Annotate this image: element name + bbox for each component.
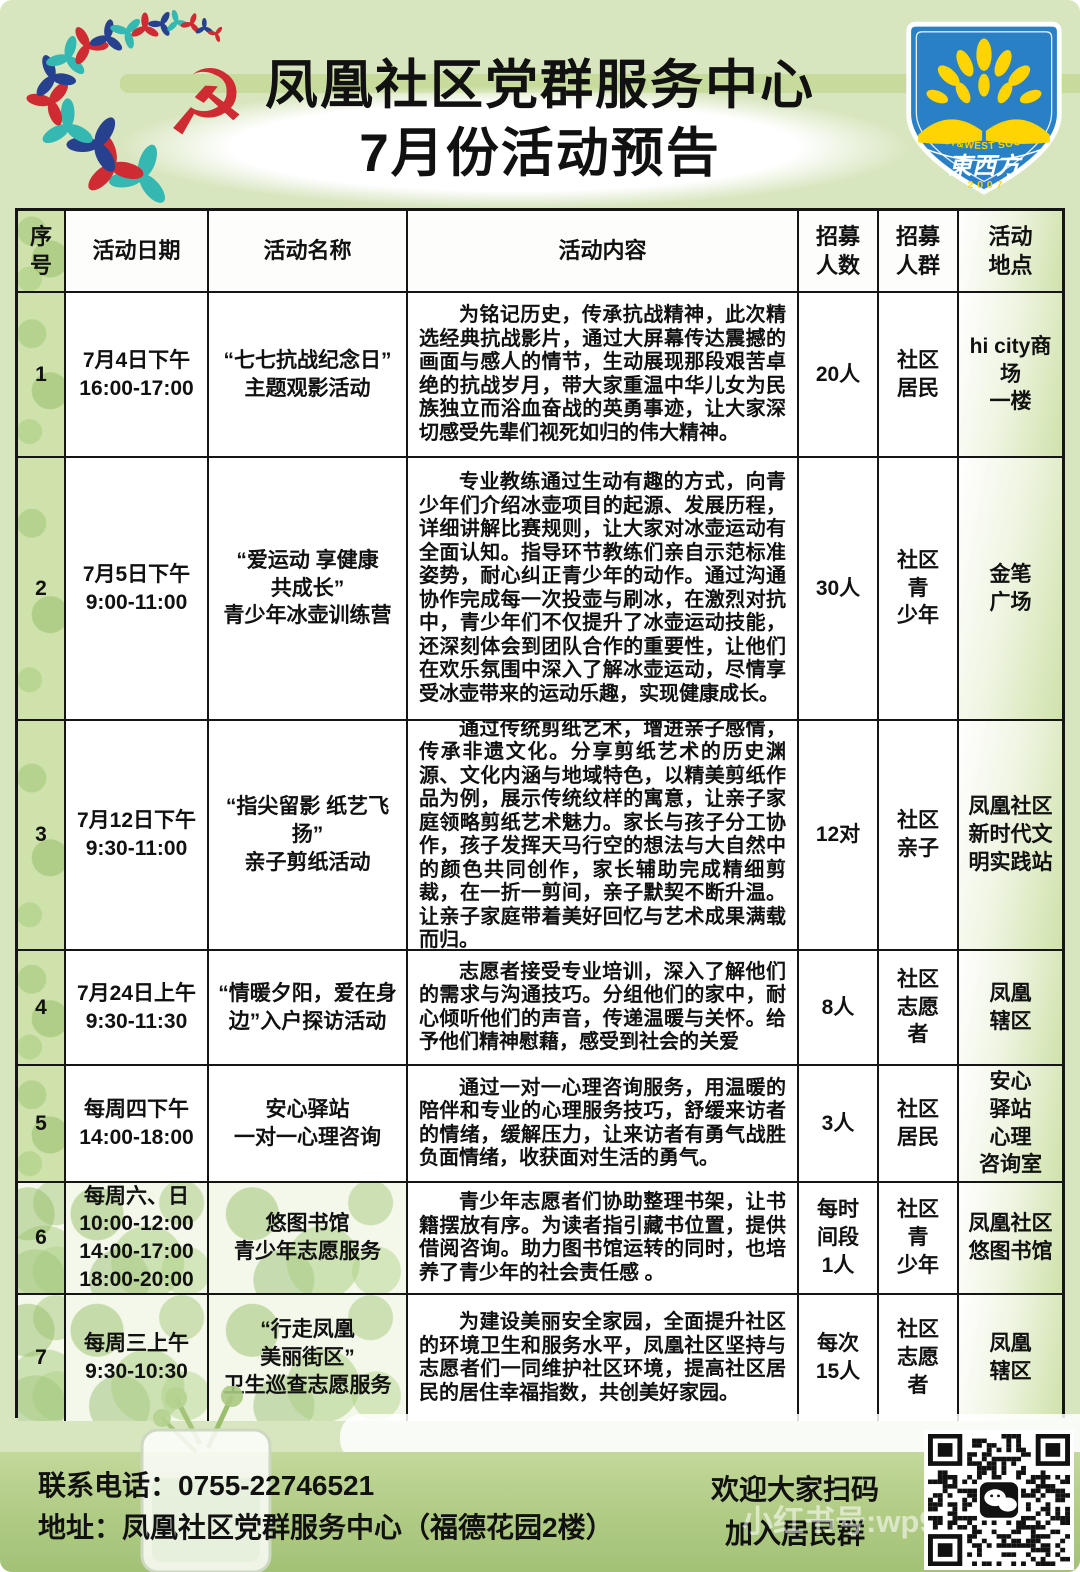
social-work-badge: EAST&WEST SOCIAL WORK 東西方 2007 xyxy=(903,18,1062,195)
row-1-date: 7月4日下午 16:00-17:00 xyxy=(66,293,209,458)
row-7-content: 为建设美丽安全家园，全面提升社区的环境卫生和服务水平，凤凰社区坚持与志愿者们一同… xyxy=(408,1295,799,1421)
col-header-content: 活动内容 xyxy=(408,211,799,293)
row-4-name: “情暖夕阳，爱在身 边”入户探访活动 xyxy=(209,951,408,1066)
poster-title-line2: 7月份活动预告 xyxy=(359,124,721,183)
col-header-place: 活动 地点 xyxy=(959,211,1062,293)
row-7-count: 每次 15人 xyxy=(799,1295,879,1421)
clover-vase-photo xyxy=(140,1386,272,1572)
row-1-content-text: 为铭记历史，传承抗战精神，此次精选经典抗战影片，通过大屏幕传达震撼的画面与感人的… xyxy=(419,304,786,444)
row-1-name: “七七抗战纪念日” 主题观影活动 xyxy=(209,293,408,458)
row-1-place: hi city商 场 一楼 xyxy=(959,293,1062,458)
row-5-count: 3人 xyxy=(799,1066,879,1183)
row-7-name: “行走凤凰 美丽街区” 卫生巡查志愿服务 xyxy=(209,1295,408,1421)
row-5-group: 社区 居民 xyxy=(879,1066,959,1183)
row-5-date: 每周四下午 14:00-18:00 xyxy=(66,1066,209,1183)
badge-tree-icon xyxy=(918,38,1050,144)
hammer-sickle-icon: ☭ xyxy=(165,51,247,157)
wechat-group-qr-code xyxy=(924,1430,1074,1570)
row-4-number: 4 xyxy=(18,951,66,1066)
row-5-number: 5 xyxy=(18,1066,66,1183)
scan-invite-text: 欢迎大家扫码 加入居民群 xyxy=(710,1474,879,1549)
row-5-name: 安心驿站 一对一心理咨询 xyxy=(209,1066,408,1183)
row-3-group: 社区 亲子 xyxy=(879,721,959,951)
poster-title-line1: 凤凰社区党群服务中心 xyxy=(265,56,815,115)
col-header-date: 活动日期 xyxy=(66,211,209,293)
row-6-content: 青少年志愿者们协助整理书架，让书籍摆放有序。为读者指引藏书位置，提供借阅咨询。助… xyxy=(408,1183,799,1295)
badge-year: 2007 xyxy=(968,180,1007,191)
row-3-number: 3 xyxy=(18,721,66,951)
row-6-date: 每周六、日 10:00-12:00 14:00-17:00 18:00-20:0… xyxy=(66,1183,209,1295)
contact-address-line: 地址：凤凰社区党群服务中心（福德花园2楼） xyxy=(38,1512,614,1543)
row-4-content-text: 志愿者接受专业培训，深入了解他们的需求与沟通技巧。分组他们的家中，耐心倾听他们的… xyxy=(419,960,786,1054)
col-header-count: 招募 人数 xyxy=(799,211,879,293)
col-header-number: 序 号 xyxy=(18,211,66,293)
title-white-wash xyxy=(120,86,910,208)
row-1-content: 为铭记历史，传承抗战精神，此次精选经典抗战影片，通过大屏幕传达震撼的画面与感人的… xyxy=(408,293,799,458)
row-1-number: 1 xyxy=(18,293,66,458)
row-3-date: 7月12日下午 9:30-11:00 xyxy=(66,721,209,951)
activities-table: 序 号 活动日期 活动名称 活动内容 招募 人数 招募 人群 活动 地点 1 7… xyxy=(15,208,1065,1421)
row-7-place: 凤凰 辖区 xyxy=(959,1295,1062,1421)
row-3-content: 通过传统剪纸艺术，增进亲子感情，传承非遗文化。分享剪纸艺术的历史渊源、文化内涵与… xyxy=(408,721,799,951)
row-5-content: 通过一对一心理咨询服务，用温暖的陪伴和专业的心理服务技巧，舒缓来访者的情绪，缓解… xyxy=(408,1066,799,1183)
row-2-content: 专业教练通过生动有趣的方式，向青少年们介绍冰壶项目的起源、发展历程，详细讲解比赛… xyxy=(408,458,799,721)
party-emblem-swirl-logo: ☭ xyxy=(20,8,247,206)
row-2-number: 2 xyxy=(18,458,66,721)
row-4-place: 凤凰 辖区 xyxy=(959,951,1062,1066)
row-2-date: 7月5日下午 9:00-11:00 xyxy=(66,458,209,721)
row-6-count: 每时 间段 1人 xyxy=(799,1183,879,1295)
row-5-content-text: 通过一对一心理咨询服务，用温暖的陪伴和专业的心理服务技巧，舒缓来访者的情绪，缓解… xyxy=(419,1076,786,1170)
qr-finder-patterns xyxy=(928,1434,1070,1566)
row-6-name: 悠图书馆 青少年志愿服务 xyxy=(209,1183,408,1295)
row-2-group: 社区 青 少年 xyxy=(879,458,959,721)
row-4-group: 社区 志愿 者 xyxy=(879,951,959,1066)
row-2-count: 30人 xyxy=(799,458,879,721)
row-4-count: 8人 xyxy=(799,951,879,1066)
row-6-place: 凤凰社区 悠图书馆 xyxy=(959,1183,1062,1295)
col-header-name: 活动名称 xyxy=(209,211,408,293)
badge-name: 東西方 xyxy=(948,152,1023,180)
row-2-place: 金笔 广场 xyxy=(959,458,1062,721)
row-4-date: 7月24日上午 9:30-11:30 xyxy=(66,951,209,1066)
row-1-group: 社区 居民 xyxy=(879,293,959,458)
wechat-icon xyxy=(979,1482,1019,1518)
col-header-group: 招募 人群 xyxy=(879,211,959,293)
row-7-number: 7 xyxy=(18,1295,66,1421)
row-6-group: 社区 青 少年 xyxy=(879,1183,959,1295)
row-7-content-text: 为建设美丽安全家园，全面提升社区的环境卫生和服务水平，凤凰社区坚持与志愿者们一同… xyxy=(419,1311,786,1404)
row-1-count: 20人 xyxy=(799,293,879,458)
watermark-text: 小红书号:wp94 xyxy=(742,1504,954,1539)
row-6-number: 6 xyxy=(18,1183,66,1295)
row-6-content-text: 青少年志愿者们协助整理书架，让书籍摆放有序。为读者指引藏书位置，提供借阅咨询。助… xyxy=(419,1191,786,1284)
row-5-place: 安心 驿站 心理 咨询室 xyxy=(959,1066,1062,1183)
row-3-name: “指尖留影 纸艺飞扬” 亲子剪纸活动 xyxy=(209,721,408,951)
row-2-name: “爱运动 享健康 共成长” 青少年冰壶训练营 xyxy=(209,458,408,721)
row-4-content: 志愿者接受专业培训，深入了解他们的需求与沟通技巧。分组他们的家中，耐心倾听他们的… xyxy=(408,951,799,1066)
contact-phone-line: 联系电话：0755-22746521 xyxy=(38,1470,375,1501)
row-3-content-text: 通过传统剪纸艺术，增进亲子感情，传承非遗文化。分享剪纸艺术的历史渊源、文化内涵与… xyxy=(419,721,786,951)
row-7-group: 社区 志愿 者 xyxy=(879,1295,959,1421)
row-3-count: 12对 xyxy=(799,721,879,951)
row-2-content-text: 专业教练通过生动有趣的方式，向青少年们介绍冰壶项目的起源、发展历程，详细讲解比赛… xyxy=(419,471,786,705)
row-3-place: 凤凰社区 新时代文 明实践站 xyxy=(959,721,1062,951)
